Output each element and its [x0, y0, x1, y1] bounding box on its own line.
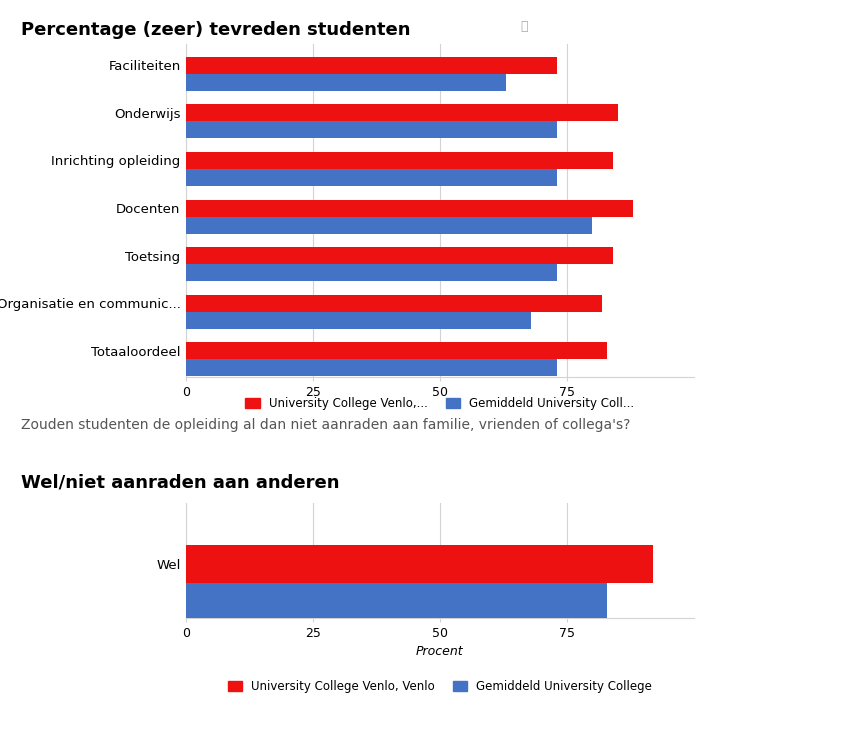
Bar	[186, 343, 607, 360]
Text: Zouden studenten de opleiding al dan niet aanraden aan familie, vrienden of coll: Zouden studenten de opleiding al dan nie…	[21, 418, 630, 432]
Bar	[186, 264, 557, 281]
Bar	[186, 169, 557, 186]
Bar	[186, 104, 618, 121]
Text: Wel/niet aanraden aan anderen: Wel/niet aanraden aan anderen	[21, 474, 339, 491]
Bar	[186, 295, 602, 312]
Bar	[186, 360, 557, 376]
Bar	[186, 312, 531, 329]
Bar	[186, 582, 607, 620]
Bar	[186, 74, 506, 91]
Bar	[186, 217, 592, 234]
Bar	[186, 121, 557, 138]
Bar	[186, 200, 633, 217]
Bar	[186, 545, 653, 582]
Bar	[186, 247, 613, 264]
Legend: University College Venlo, Venlo, Gemiddeld University College: University College Venlo, Venlo, Gemidde…	[222, 676, 657, 698]
Bar	[186, 152, 613, 169]
Bar	[186, 57, 557, 74]
Legend: University College Venlo,..., Gemiddeld University Coll...: University College Venlo,..., Gemiddeld …	[241, 392, 639, 415]
X-axis label: Procent: Procent	[416, 645, 464, 659]
Text: ⓘ: ⓘ	[520, 20, 528, 33]
Text: Percentage (zeer) tevreden studenten: Percentage (zeer) tevreden studenten	[21, 21, 410, 38]
